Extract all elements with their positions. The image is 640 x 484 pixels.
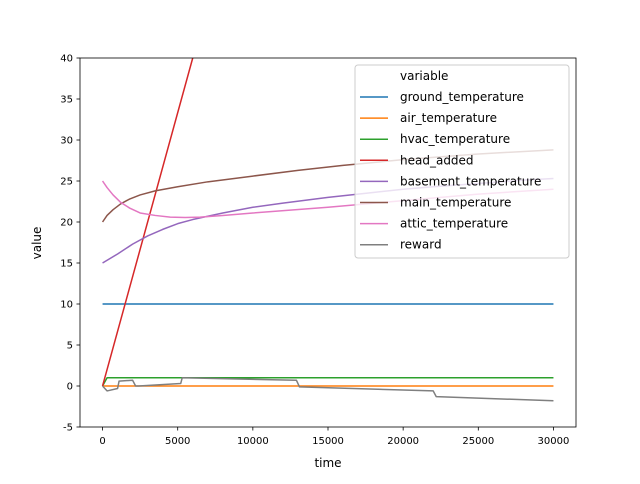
y-tick-label: 20 (60, 218, 73, 229)
series-line-reward (101, 377, 554, 402)
axes: 0 5000 10000 15000 20000 25000 30000 -5 0 5 10 15 20… (60, 54, 577, 447)
x-tick-label: 30000 (538, 436, 570, 447)
y-tick-label: 25 (60, 177, 73, 188)
y-tick-label: 0 (67, 382, 73, 393)
x-tick-label: 0 (99, 436, 105, 447)
y-tick-label: -5 (63, 423, 73, 434)
legend-label: head_added (400, 153, 474, 167)
legend-label: hvac_temperature (400, 132, 510, 146)
x-axis-label: time (314, 456, 341, 470)
series-line-head-added (101, 58, 194, 387)
x-tick-label: 5000 (165, 436, 190, 447)
x-tick-label: 25000 (462, 436, 494, 447)
x-tick-label: 15000 (312, 436, 344, 447)
legend-label: air_temperature (400, 111, 497, 125)
legend-title: variable (400, 69, 448, 83)
y-tick-label: 40 (60, 54, 73, 65)
x-tick-label: 20000 (387, 436, 419, 447)
legend-label: reward (400, 238, 442, 252)
legend-label: attic_temperature (400, 217, 508, 231)
legend-label: basement_temperature (400, 174, 541, 188)
y-tick-label: 10 (60, 300, 73, 311)
legend-box (354, 64, 570, 259)
legend-label: ground_temperature (400, 90, 524, 104)
y-tick-label: 15 (60, 259, 73, 270)
y-tick-label: 35 (60, 95, 73, 106)
legend: variable ground_temperature air_temperatur… (354, 64, 570, 259)
legend-label: main_temperature (400, 196, 511, 210)
y-tick-label: 5 (67, 341, 73, 352)
y-axis-label: value (30, 227, 44, 260)
x-tick-label: 10000 (237, 436, 269, 447)
y-tick-label: 30 (60, 136, 73, 147)
